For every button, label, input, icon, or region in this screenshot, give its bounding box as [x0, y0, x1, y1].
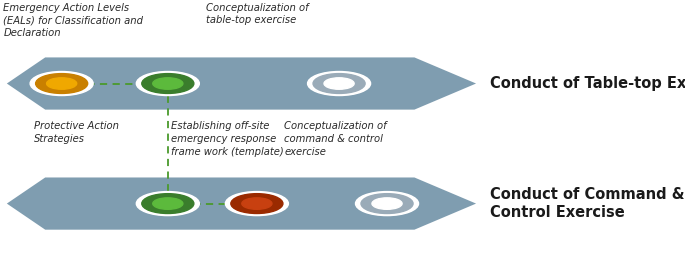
Circle shape — [324, 78, 354, 89]
Circle shape — [356, 192, 419, 216]
Circle shape — [47, 78, 77, 89]
Circle shape — [153, 78, 183, 89]
Circle shape — [30, 72, 93, 96]
Circle shape — [313, 74, 365, 93]
Polygon shape — [7, 57, 476, 110]
Polygon shape — [7, 177, 476, 230]
Text: Establishing off-site
emergency response
frame work (template): Establishing off-site emergency response… — [171, 121, 284, 157]
Text: Conduct of Table-top Exercise: Conduct of Table-top Exercise — [490, 76, 685, 91]
Circle shape — [242, 198, 272, 209]
Circle shape — [372, 198, 402, 209]
Circle shape — [36, 74, 88, 93]
Circle shape — [142, 194, 194, 213]
Text: Conceptualization of
table-top exercise: Conceptualization of table-top exercise — [206, 3, 308, 25]
Circle shape — [225, 192, 288, 216]
Circle shape — [308, 72, 371, 96]
Text: Conduct of Command &
Control Exercise: Conduct of Command & Control Exercise — [490, 187, 684, 220]
Circle shape — [136, 192, 199, 216]
Circle shape — [361, 194, 413, 213]
Text: Protective Action
Strategies: Protective Action Strategies — [34, 121, 119, 144]
Circle shape — [136, 72, 199, 96]
Text: Emergency Action Levels
(EALs) for Classification and
Declaration: Emergency Action Levels (EALs) for Class… — [3, 3, 143, 38]
Circle shape — [231, 194, 283, 213]
Circle shape — [153, 198, 183, 209]
Circle shape — [142, 74, 194, 93]
Text: Conceptualization of
command & control
exercise: Conceptualization of command & control e… — [284, 121, 387, 157]
